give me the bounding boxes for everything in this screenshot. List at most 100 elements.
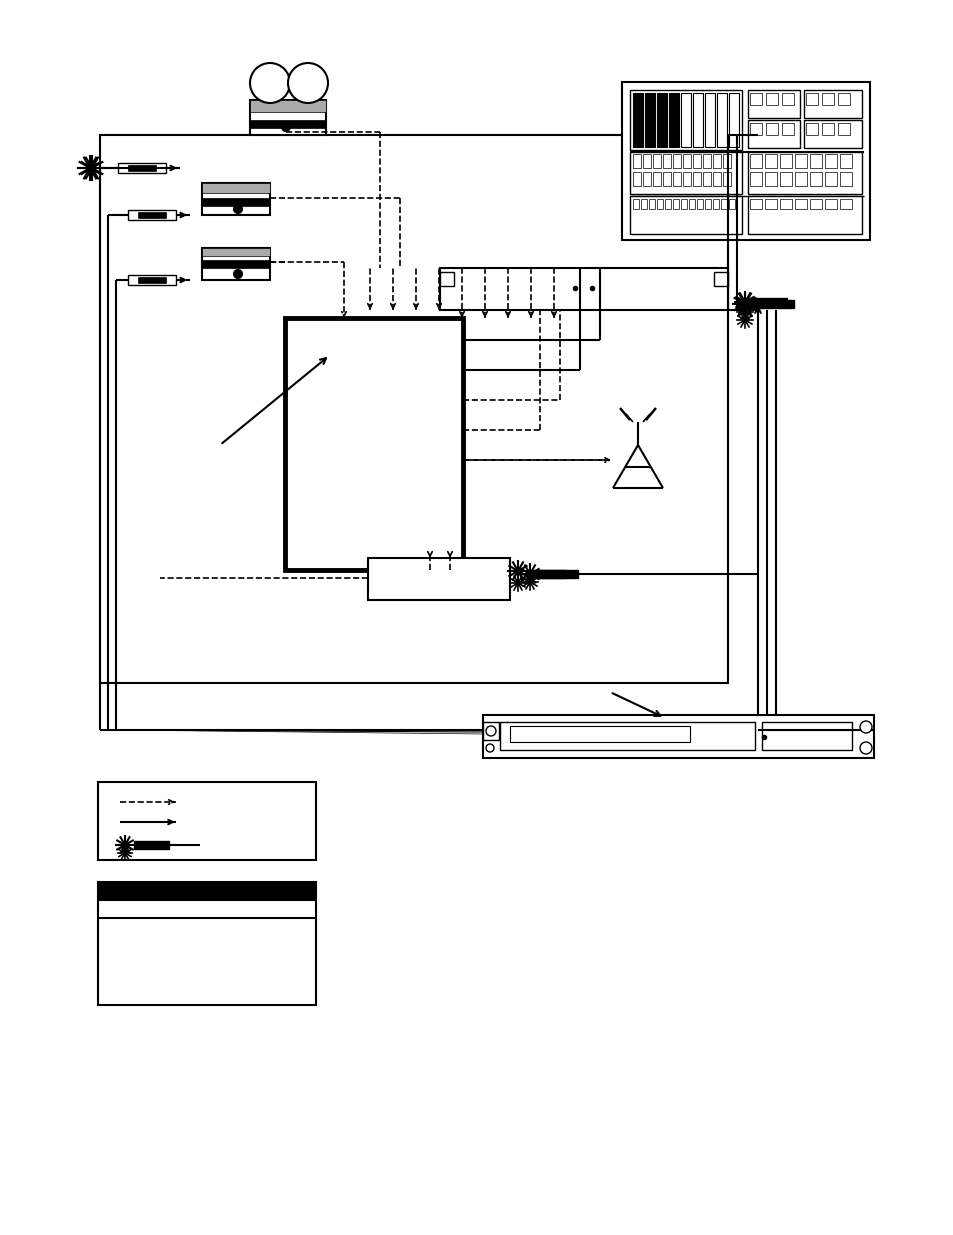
Bar xyxy=(805,124,817,135)
Bar xyxy=(809,154,821,168)
Bar xyxy=(138,277,166,283)
Bar xyxy=(98,782,315,860)
Bar xyxy=(657,93,666,147)
Bar xyxy=(202,261,270,268)
Bar xyxy=(704,93,714,147)
Bar xyxy=(118,163,166,173)
Bar xyxy=(250,100,326,135)
Bar xyxy=(781,124,793,135)
Bar xyxy=(98,882,315,900)
Bar xyxy=(794,154,806,168)
Bar xyxy=(702,172,710,186)
Bar xyxy=(794,172,806,186)
Bar xyxy=(840,154,851,168)
Bar xyxy=(837,124,849,135)
Bar xyxy=(642,154,650,168)
Bar xyxy=(633,93,642,147)
Bar xyxy=(668,93,679,147)
Bar xyxy=(749,172,761,186)
Bar xyxy=(499,722,754,750)
Bar xyxy=(749,93,761,105)
Bar xyxy=(781,93,793,105)
Bar xyxy=(809,172,821,186)
Bar xyxy=(840,172,851,186)
Circle shape xyxy=(282,124,290,131)
Bar xyxy=(794,199,806,209)
Circle shape xyxy=(859,742,871,755)
Bar xyxy=(138,212,166,219)
Bar xyxy=(439,268,727,310)
Circle shape xyxy=(485,743,494,752)
Bar xyxy=(837,93,849,105)
Bar xyxy=(250,120,326,128)
Bar xyxy=(98,882,315,1005)
Bar xyxy=(692,154,700,168)
Bar xyxy=(805,93,817,105)
Bar xyxy=(712,154,720,168)
Bar xyxy=(202,183,270,215)
Bar xyxy=(642,172,650,186)
Bar xyxy=(704,199,710,209)
Bar xyxy=(648,199,655,209)
Bar xyxy=(672,172,680,186)
Bar xyxy=(809,199,821,209)
Bar xyxy=(749,154,761,168)
Circle shape xyxy=(288,63,328,103)
Bar xyxy=(202,248,270,280)
Bar xyxy=(633,172,640,186)
Bar xyxy=(697,199,702,209)
Bar xyxy=(747,120,800,148)
Bar xyxy=(128,165,156,170)
Bar xyxy=(629,152,741,194)
Bar xyxy=(803,90,862,119)
Bar xyxy=(821,93,833,105)
Circle shape xyxy=(485,726,496,736)
Bar xyxy=(713,272,727,287)
Bar xyxy=(202,183,270,193)
Bar xyxy=(482,715,873,758)
Bar xyxy=(664,199,670,209)
Bar xyxy=(285,317,462,571)
Bar xyxy=(712,172,720,186)
Bar xyxy=(202,248,270,256)
Bar xyxy=(640,199,646,209)
Bar xyxy=(633,154,640,168)
Bar xyxy=(644,93,655,147)
Bar xyxy=(629,196,741,233)
Circle shape xyxy=(859,721,871,734)
Bar xyxy=(662,154,670,168)
Bar xyxy=(633,199,639,209)
Bar xyxy=(652,172,660,186)
Bar xyxy=(722,154,730,168)
Bar xyxy=(749,124,761,135)
Bar xyxy=(537,571,578,578)
Bar xyxy=(692,93,702,147)
Bar xyxy=(824,154,836,168)
Bar xyxy=(765,93,778,105)
Bar xyxy=(765,124,778,135)
Bar xyxy=(751,298,786,306)
Circle shape xyxy=(250,63,290,103)
Bar xyxy=(100,135,727,683)
Bar xyxy=(672,154,680,168)
Bar xyxy=(728,199,734,209)
Bar xyxy=(821,124,833,135)
Bar xyxy=(702,154,710,168)
Bar xyxy=(688,199,695,209)
Bar xyxy=(682,154,690,168)
Bar xyxy=(128,275,175,285)
Bar xyxy=(682,172,690,186)
Bar xyxy=(803,120,862,148)
Bar xyxy=(133,841,169,848)
Bar xyxy=(764,199,776,209)
Bar xyxy=(780,199,791,209)
Bar xyxy=(621,82,869,240)
Bar xyxy=(755,300,793,308)
Bar xyxy=(652,154,660,168)
Bar xyxy=(722,172,730,186)
Bar xyxy=(747,196,862,233)
Bar xyxy=(680,93,690,147)
Bar xyxy=(672,199,679,209)
Bar xyxy=(780,172,791,186)
Bar xyxy=(780,154,791,168)
